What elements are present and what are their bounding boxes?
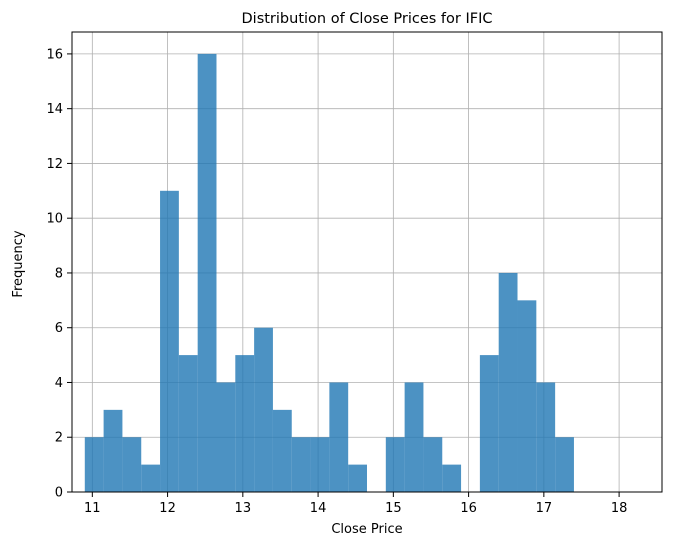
histogram-bar [329,382,349,492]
x-tick-label: 13 [235,501,252,516]
histogram-bar [272,409,292,492]
x-axis-ticks: 11 12 13 14 15 16 17 18 [84,492,627,516]
histogram-bar [178,355,198,492]
histogram-bar [235,355,255,492]
histogram-bar [216,382,236,492]
x-axis-label: Close Price [331,522,402,537]
histogram-bar [385,437,405,492]
y-tick-label: 8 [55,266,63,281]
histogram-bar [160,190,179,493]
histogram-bar [291,437,311,492]
y-tick-label: 14 [46,102,63,117]
y-tick-label: 0 [55,486,63,501]
y-tick-label: 12 [46,157,63,172]
y-axis-label: Frequency [11,230,26,297]
histogram-bar [404,382,424,492]
histogram-bar [498,272,518,492]
histogram-bar [103,409,123,492]
chart-title: Distribution of Close Prices for IFIC [242,11,493,27]
histogram-bar [423,437,443,492]
histogram-bar [141,464,161,492]
histogram-bar [348,464,367,492]
histogram-bar [122,437,142,492]
y-tick-label: 6 [55,321,63,336]
histogram-bar [197,53,217,493]
x-tick-label: 18 [611,501,628,516]
histogram-bar [479,355,499,492]
y-tick-label: 16 [46,47,63,62]
x-tick-label: 16 [460,501,477,516]
histogram-bar [536,382,556,492]
histogram-bars [84,53,574,493]
y-tick-label: 10 [46,212,63,227]
histogram-bar [442,464,462,492]
y-axis-ticks: 0 2 4 6 8 10 12 14 16 [46,47,72,501]
y-tick-label: 2 [55,431,63,446]
x-tick-label: 15 [385,501,402,516]
histogram-bar [310,437,330,492]
histogram-bar [84,437,104,492]
plot-frame [71,31,663,493]
x-tick-label: 17 [536,501,553,516]
x-tick-label: 11 [84,501,101,516]
y-tick-label: 4 [55,376,63,391]
x-tick-label: 12 [159,501,176,516]
histogram-bar [517,300,537,492]
histogram-bar [555,437,574,492]
x-tick-label: 14 [310,501,327,516]
histogram-bar [254,327,273,492]
